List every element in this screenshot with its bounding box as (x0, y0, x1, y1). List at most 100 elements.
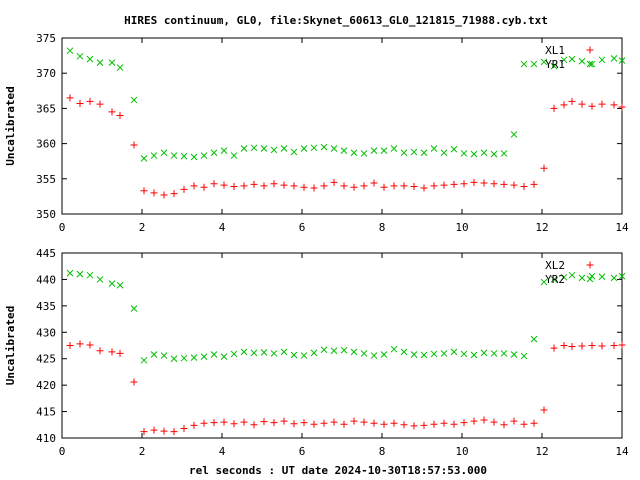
data-point-YR2 (76, 270, 84, 278)
y-tick-label: 355 (36, 173, 56, 186)
data-point-YR2 (360, 350, 368, 357)
data-point-XL1 (170, 190, 178, 198)
data-point-YR2 (190, 354, 198, 362)
y-tick-label: 425 (36, 353, 56, 366)
data-point-YR2 (240, 348, 248, 356)
data-point-XL2 (150, 426, 158, 434)
data-point-XL1 (150, 189, 158, 197)
data-point-YR2 (500, 350, 508, 357)
data-point-XL1 (360, 182, 368, 190)
data-point-YR1 (170, 152, 178, 159)
data-point-YR1 (180, 152, 188, 160)
data-point-XL1 (200, 183, 208, 191)
legend-marker-YR2 (586, 275, 594, 283)
data-point-XL1 (500, 180, 508, 188)
data-point-YR2 (400, 348, 408, 356)
data-point-YR1 (470, 150, 478, 158)
data-point-YR2 (490, 350, 498, 357)
data-point-XL1 (380, 183, 388, 191)
data-point-YR1 (330, 145, 338, 152)
y-tick-label: 375 (36, 32, 56, 45)
data-point-YR2 (86, 271, 94, 279)
y-tick-label: 430 (36, 326, 56, 339)
data-point-YR2 (350, 348, 358, 356)
data-point-YR2 (460, 350, 468, 358)
data-point-YR1 (390, 145, 398, 152)
data-point-YR2 (550, 276, 558, 283)
data-point-YR2 (598, 273, 606, 281)
legend-label-XL1: XL1 (545, 44, 565, 57)
y-axis-label: Uncalibrated (4, 306, 17, 385)
data-point-YR1 (380, 147, 388, 154)
data-point-XL2 (480, 416, 488, 424)
data-point-YR2 (568, 271, 576, 279)
data-point-XL1 (350, 183, 358, 191)
data-point-XL1 (230, 183, 238, 191)
data-point-XL2 (440, 419, 448, 427)
x-tick-label: 14 (615, 445, 629, 458)
y-tick-label: 435 (36, 300, 56, 313)
y-tick-label: 420 (36, 379, 56, 392)
x-tick-label: 2 (139, 445, 146, 458)
data-point-YR2 (410, 351, 418, 358)
data-point-XL2 (320, 419, 328, 427)
data-point-YR2 (420, 351, 428, 359)
data-point-YR2 (480, 349, 488, 357)
data-point-XL2 (270, 419, 278, 427)
data-point-YR1 (500, 150, 508, 157)
data-point-XL1 (250, 180, 258, 188)
data-point-XL2 (240, 418, 248, 426)
data-point-XL2 (280, 417, 288, 425)
series-YR2 (66, 269, 626, 364)
data-point-YR1 (610, 55, 618, 62)
data-point-YR1 (550, 62, 558, 70)
data-point-XL2 (610, 342, 618, 349)
data-point-YR1 (530, 60, 538, 68)
data-point-YR1 (86, 55, 94, 63)
data-point-YR1 (66, 47, 74, 55)
data-point-YR2 (250, 349, 258, 357)
data-point-YR1 (340, 147, 348, 154)
data-point-XL1 (66, 94, 74, 102)
data-point-YR1 (540, 58, 548, 66)
plot-frame (61, 37, 623, 215)
data-point-YR1 (210, 149, 218, 157)
chart-panels: 0 2 4 6 8 10 12 14 350 355 360 365 370 375 Uncalibrate… (4, 32, 629, 458)
data-point-XL1 (140, 187, 148, 195)
series-XL1 (66, 94, 626, 199)
data-point-YR1 (490, 150, 498, 158)
data-point-YR2 (560, 273, 568, 281)
data-point-YR1 (230, 152, 238, 159)
data-point-XL2 (130, 378, 138, 386)
data-point-YR2 (340, 346, 348, 354)
x-tick-label: 14 (615, 221, 629, 234)
data-point-XL1 (280, 181, 288, 189)
data-point-XL1 (470, 178, 478, 186)
data-point-YR2 (310, 349, 318, 357)
x-tick-label: 4 (219, 445, 226, 458)
data-point-XL2 (520, 420, 528, 428)
data-point-XL1 (520, 183, 528, 191)
data-point-YR1 (510, 131, 518, 138)
data-point-YR1 (440, 149, 448, 157)
data-point-YR2 (290, 351, 298, 359)
data-point-YR2 (380, 351, 388, 358)
data-point-YR1 (420, 149, 428, 157)
data-point-YR2 (530, 335, 538, 343)
y-axis-label: Uncalibrated (4, 86, 17, 165)
data-point-YR1 (560, 56, 568, 64)
data-point-YR1 (116, 64, 124, 71)
data-point-YR1 (310, 144, 318, 152)
data-point-YR2 (96, 276, 104, 283)
data-point-XL1 (430, 182, 438, 190)
data-point-YR1 (280, 145, 288, 152)
plot-frame (61, 252, 623, 439)
legend-marker-XL2 (586, 261, 594, 269)
data-point-YR1 (320, 143, 328, 151)
data-point-YR2 (330, 347, 338, 355)
data-point-XL1 (96, 100, 104, 108)
data-point-YR1 (96, 59, 104, 66)
data-point-XL1 (290, 182, 298, 190)
data-point-XL2 (400, 421, 408, 429)
y-tick-label: 370 (36, 67, 56, 80)
